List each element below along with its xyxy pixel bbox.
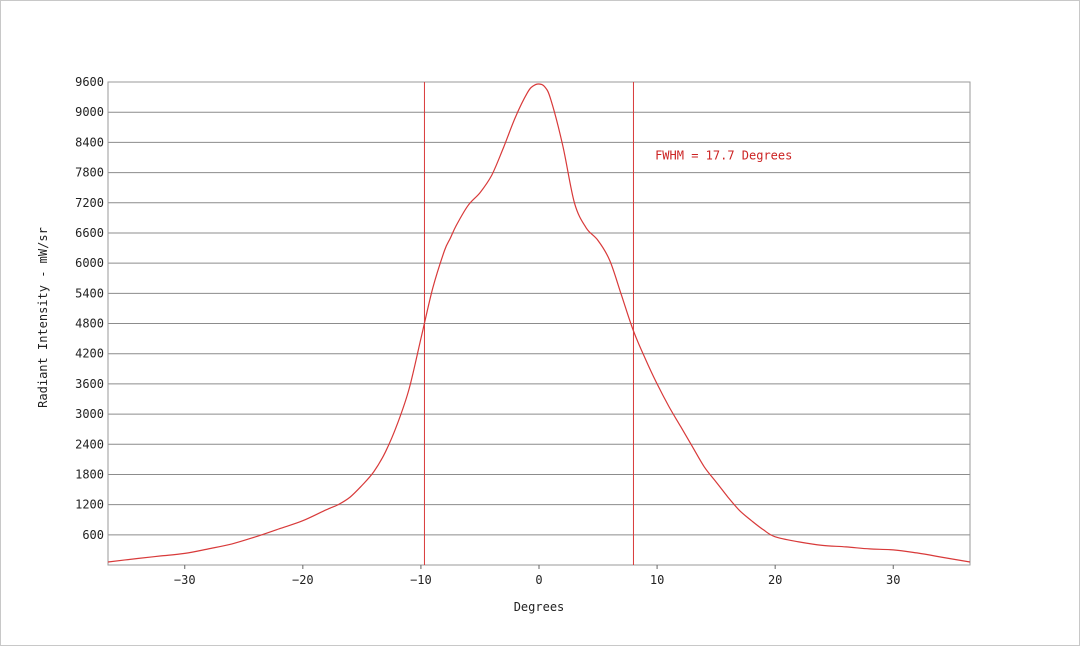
y-tick-label: 2400: [75, 437, 104, 451]
x-tick-label: 0: [535, 573, 542, 587]
y-tick-label: 7200: [75, 196, 104, 210]
y-tick-label: 3600: [75, 377, 104, 391]
y-tick-label: 9600: [75, 75, 104, 89]
x-tick-label: −30: [174, 573, 196, 587]
y-tick-label: 4200: [75, 347, 104, 361]
x-tick-label: 30: [886, 573, 900, 587]
y-tick-labels: 600 1200 1800 2400 3000 3600 4200 4800 5400 6000 6…: [75, 75, 104, 542]
series-line: [107, 83, 971, 563]
annotations: FWHM = 17.7 Degrees: [655, 148, 792, 162]
y-tick-label: 4800: [75, 317, 104, 331]
y-axis-label: Radiant Intensity - mW/sr: [36, 227, 50, 408]
y-tick-label: 7800: [75, 166, 104, 180]
y-tick-label: 600: [82, 528, 104, 542]
x-tick-labels: −30 −20 −10 0 10 20 30: [174, 565, 900, 587]
series-layer: [107, 83, 971, 563]
y-tick-label: 3000: [75, 407, 104, 421]
grid-lines: [108, 81, 970, 536]
x-tick-label: 20: [768, 573, 782, 587]
x-tick-label: 10: [650, 573, 664, 587]
y-tick-label: 5400: [75, 286, 104, 300]
fwhm-annotation: FWHM = 17.7 Degrees: [655, 148, 792, 162]
x-tick-label: −10: [410, 573, 432, 587]
y-tick-label: 6000: [75, 256, 104, 270]
y-tick-label: 1200: [75, 498, 104, 512]
y-tick-label: 1800: [75, 467, 104, 481]
x-axis-label: Degrees: [514, 600, 565, 614]
y-tick-label: 9000: [75, 105, 104, 119]
y-tick-label: 6600: [75, 226, 104, 240]
x-tick-label: −20: [292, 573, 314, 587]
y-tick-label: 8400: [75, 135, 104, 149]
